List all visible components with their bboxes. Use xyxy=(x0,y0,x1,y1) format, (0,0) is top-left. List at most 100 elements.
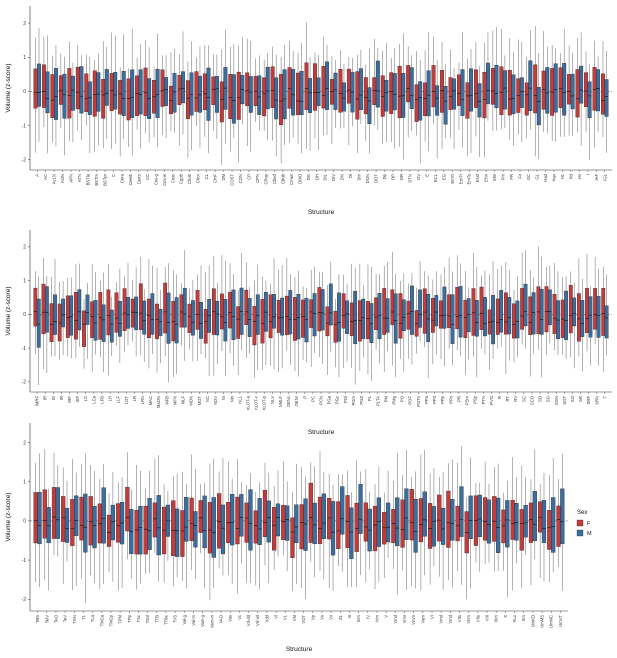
box-female xyxy=(177,75,182,105)
box-male xyxy=(515,300,520,339)
box-male xyxy=(560,488,565,544)
box-male xyxy=(215,300,220,336)
box-female xyxy=(152,502,158,538)
x-tick-label: TPp xyxy=(127,614,132,622)
box-male xyxy=(422,491,427,537)
box-female xyxy=(287,67,292,109)
legend-label-F: F xyxy=(587,521,591,527)
box-male xyxy=(450,499,455,541)
box-male xyxy=(514,502,519,541)
box-male xyxy=(85,294,90,325)
y-tick-label: -2 xyxy=(22,597,27,603)
x-tick-label: SRN xyxy=(594,396,599,405)
box-female xyxy=(50,74,55,118)
box-female xyxy=(236,306,241,339)
box-male xyxy=(79,66,84,114)
x-tick-label: LR xyxy=(132,396,137,401)
box-male xyxy=(104,69,109,106)
x-tick-label: Xm xyxy=(521,614,526,621)
box-male xyxy=(466,298,471,333)
box-female xyxy=(228,291,232,329)
box-male xyxy=(333,72,338,110)
box-female xyxy=(406,300,411,330)
x-tick-label: DON xyxy=(365,174,370,183)
box-female xyxy=(528,502,534,543)
box-female xyxy=(372,77,377,106)
x-tick-label: nLOT-a xyxy=(245,395,250,410)
box-female xyxy=(363,77,368,115)
box-male xyxy=(223,299,228,342)
x-tick-label: MOT xyxy=(197,396,202,406)
box-male xyxy=(206,67,211,121)
box-female xyxy=(448,77,453,110)
x-tick-label: GC xyxy=(526,174,531,180)
box-male xyxy=(547,289,552,326)
x-tick-label: Cgob xyxy=(179,173,184,184)
box-male xyxy=(369,303,374,343)
box-female xyxy=(272,507,277,551)
x-tick-label: DG xyxy=(306,174,311,180)
box-female xyxy=(363,502,368,542)
box-male xyxy=(570,73,575,110)
x-tick-label: NLL xyxy=(237,395,242,403)
box-female xyxy=(70,499,75,546)
box-male xyxy=(345,300,349,334)
box-male xyxy=(426,70,431,117)
box-male xyxy=(110,504,115,541)
box-female xyxy=(160,69,165,107)
box-female xyxy=(67,68,72,119)
y-axis-title: Volume (z-score) xyxy=(5,286,12,335)
y-tick-label: 0 xyxy=(23,89,26,95)
x-tick-label: PPv xyxy=(448,395,453,404)
box-male xyxy=(231,289,236,340)
box-female xyxy=(88,496,93,546)
x-tick-label: IR xyxy=(59,396,64,400)
y-tick-label: 2 xyxy=(23,245,26,251)
x-tick-label: nLOT-c xyxy=(254,396,259,410)
box-male xyxy=(257,498,262,545)
box-male xyxy=(46,507,51,544)
box-female xyxy=(42,489,47,539)
box-male xyxy=(340,486,345,535)
x-tick-label: MLF xyxy=(181,396,186,405)
x-tick-label: Vmd xyxy=(393,614,398,623)
box-male xyxy=(164,77,169,106)
box-male xyxy=(275,503,281,537)
x-tick-label: UmVT xyxy=(558,615,563,627)
box-female xyxy=(187,303,192,333)
box-female xyxy=(57,303,62,342)
box-male xyxy=(375,60,380,108)
box-male xyxy=(587,81,592,119)
box-male xyxy=(596,69,601,112)
x-tick-label: VI xyxy=(430,615,435,619)
box-male xyxy=(496,497,501,553)
x-tick-label: VL xyxy=(283,614,288,620)
box-female xyxy=(296,72,300,116)
box-male xyxy=(156,495,161,556)
y-tick-label: 2 xyxy=(23,440,26,446)
x-tick-label: NMLF xyxy=(278,396,283,408)
x-tick-label: I xyxy=(585,174,590,175)
x-tick-label: VIIm xyxy=(466,614,471,623)
x-tick-label: COST xyxy=(230,174,235,186)
box-female xyxy=(84,73,89,112)
box-male xyxy=(392,73,397,111)
box-male xyxy=(572,297,577,327)
box-female xyxy=(338,69,343,113)
box-male xyxy=(468,495,473,539)
box-female xyxy=(33,68,38,109)
legend-swatch-F xyxy=(576,519,584,527)
x-tick-label: Dm xyxy=(357,173,362,180)
box-male xyxy=(37,63,41,107)
box-male xyxy=(214,76,219,113)
box-female xyxy=(33,492,38,544)
box-male xyxy=(528,60,533,111)
box-female xyxy=(74,292,78,340)
x-tick-label: LRN xyxy=(140,396,145,404)
box-female xyxy=(584,72,588,107)
box-female xyxy=(473,69,478,108)
x-tick-label: PSp xyxy=(473,395,478,404)
box-male xyxy=(312,502,317,545)
x-tick-label: A xyxy=(35,174,40,177)
x-tick-label: Cbub xyxy=(280,173,285,184)
